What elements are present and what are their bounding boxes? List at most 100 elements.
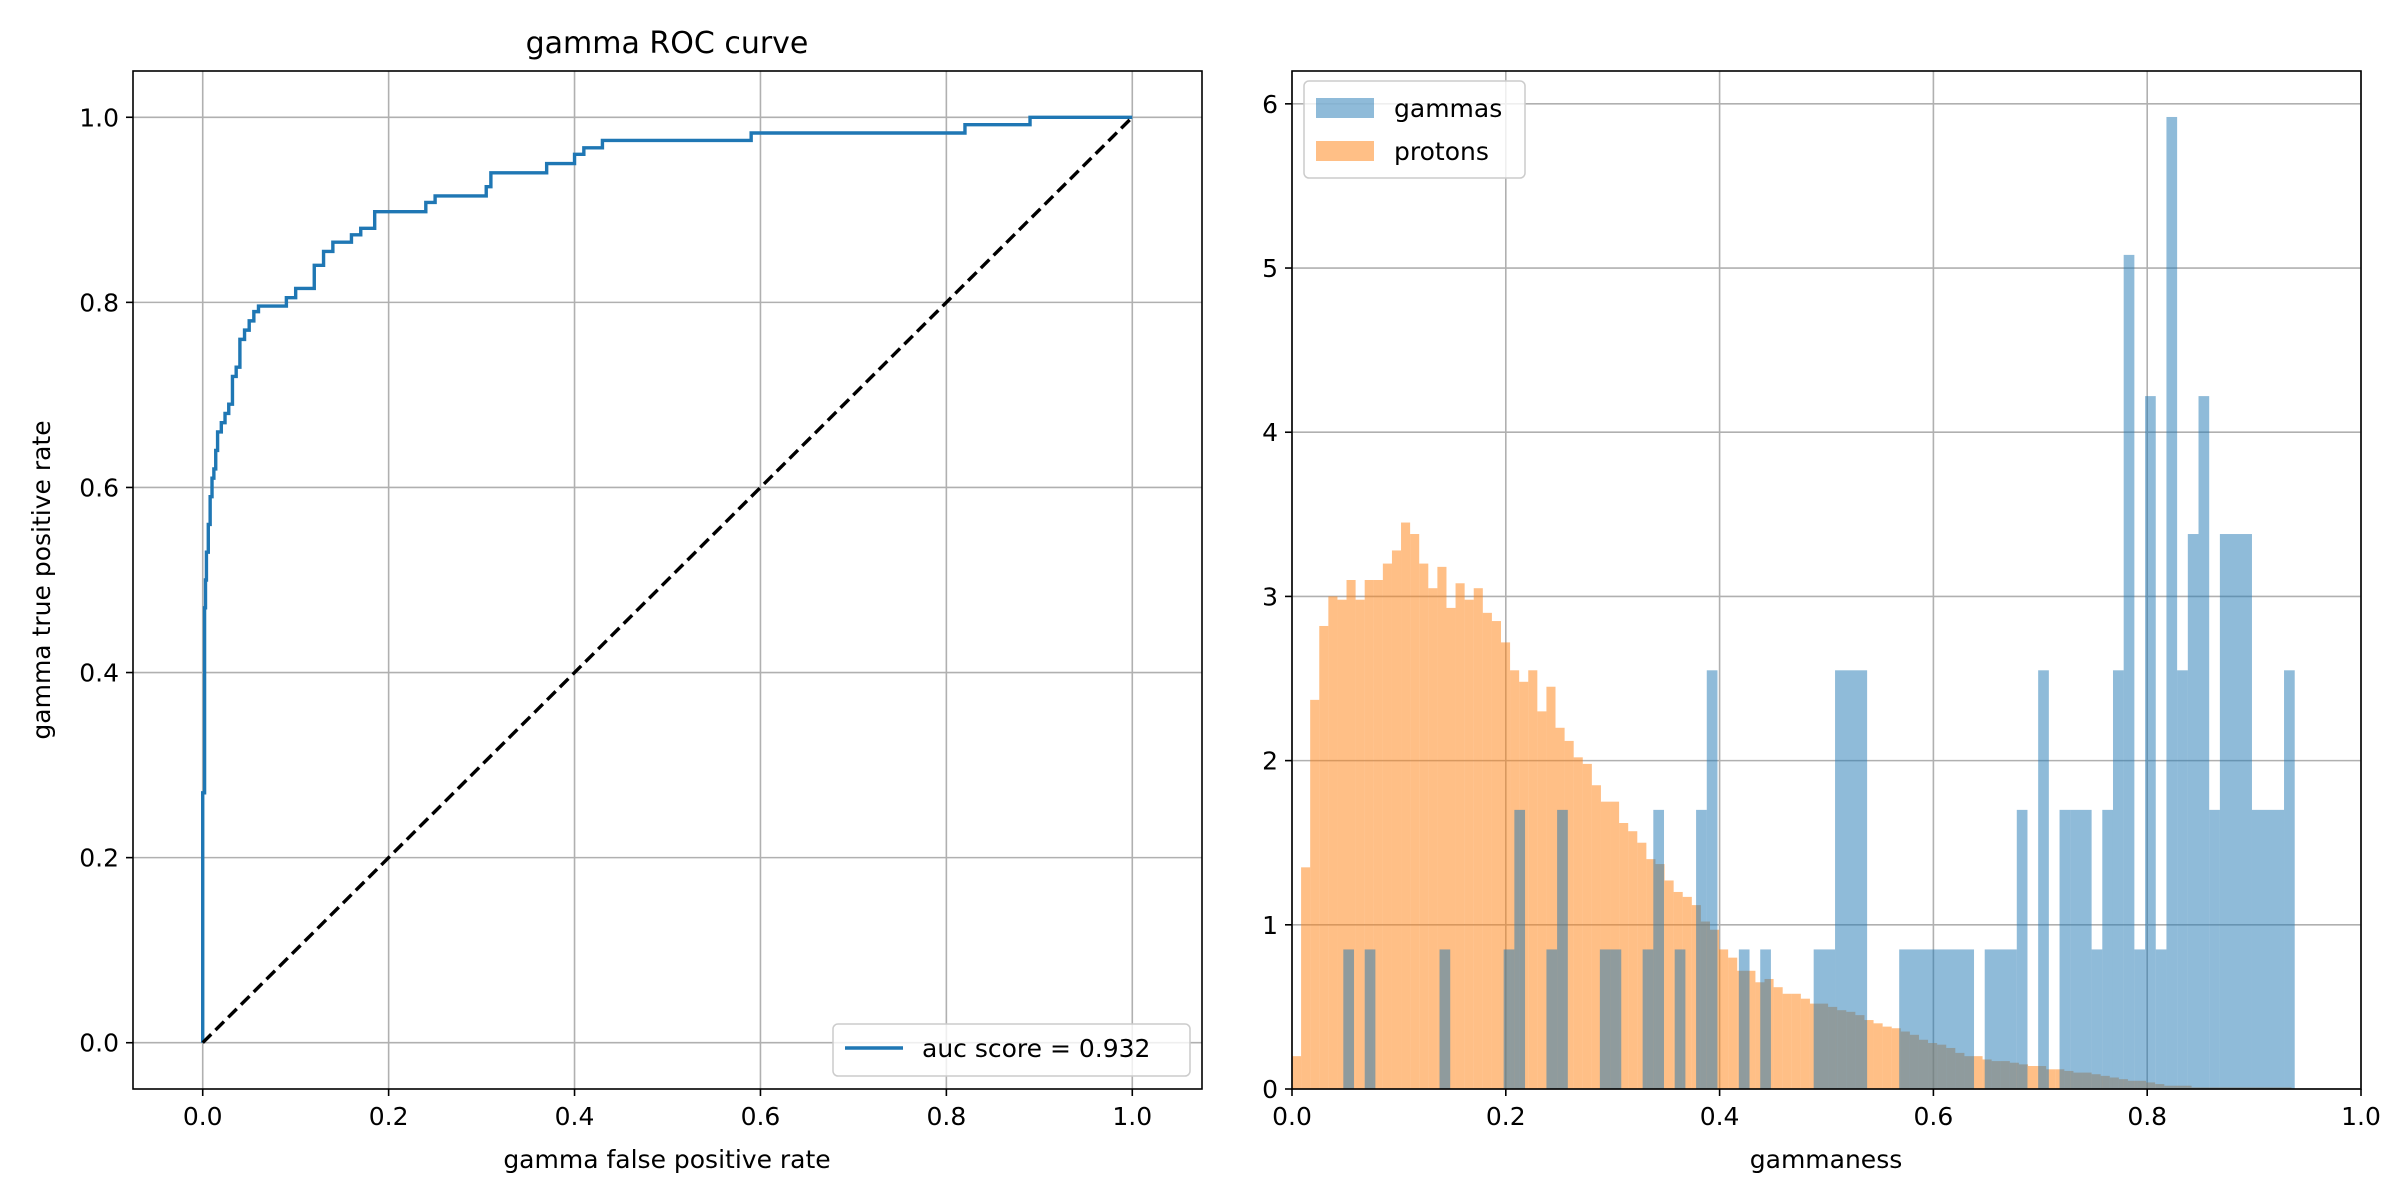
- roc-x-tick-label: 0.0: [183, 1102, 223, 1131]
- proton-histogram-bar: [1364, 580, 1374, 1089]
- roc-x-tick-label: 0.6: [741, 1102, 781, 1131]
- proton-histogram-bar: [1682, 896, 1692, 1089]
- proton-histogram-bar: [1582, 763, 1592, 1089]
- histogram-x-axis-label: gammaness: [1750, 1145, 1903, 1174]
- proton-histogram-bar: [1610, 801, 1620, 1089]
- gamma-histogram-bar: [1364, 949, 1376, 1089]
- proton-histogram-bar: [1337, 599, 1347, 1089]
- proton-histogram-bar: [1800, 998, 1810, 1089]
- roc-curve-line: [201, 115, 1133, 1043]
- histogram-legend: gammas protons: [1303, 80, 1526, 179]
- gammas-legend-label: gammas: [1394, 94, 1502, 123]
- gammaness-histogram-panel: 0.0 0.2 0.4 0.6 0.8 1.0 0 1 2 3 4 5 6 gammaness gamm…: [1262, 70, 2381, 1174]
- gamma-histogram-bar: [2145, 396, 2156, 1089]
- proton-histogram-bar: [1328, 596, 1338, 1089]
- proton-histogram-bar: [1728, 957, 1738, 1089]
- proton-histogram-bar: [1528, 670, 1538, 1089]
- roc-y-tick-label: 0.8: [79, 288, 119, 317]
- gamma-histogram-bar: [1546, 949, 1558, 1089]
- histogram-y-tick-label: 2: [1262, 747, 1278, 776]
- proton-histogram-bar: [1546, 686, 1556, 1089]
- histogram-plot-frame: [1291, 70, 2362, 1090]
- proton-histogram-bar: [1346, 580, 1356, 1089]
- roc-ticks: 0.0 0.2 0.4 0.6 0.8 1.0 0.0 0.2 0.4 0.6 0.8 1.0: [79, 103, 1152, 1131]
- gamma-histogram-bar: [1343, 949, 1355, 1089]
- protons-legend-label: protons: [1394, 137, 1489, 166]
- histogram-y-tick-label: 3: [1262, 582, 1278, 611]
- proton-histogram-bar: [2046, 1069, 2056, 1089]
- proton-histogram-bar: [1401, 522, 1411, 1089]
- proton-histogram-bar: [1637, 842, 1647, 1089]
- roc-x-tick-label: 0.2: [369, 1102, 409, 1131]
- proton-histogram-bar: [1755, 982, 1765, 1089]
- proton-histogram-bar: [2028, 1066, 2038, 1089]
- proton-histogram-bar: [1628, 831, 1638, 1089]
- proton-histogram-bar: [1864, 1020, 1874, 1089]
- gamma-histogram-bar: [2102, 809, 2113, 1089]
- gamma-histogram-bar: [1760, 949, 1771, 1089]
- proton-histogram-bar: [1482, 612, 1492, 1089]
- proton-histogram-bar: [1419, 563, 1429, 1089]
- proton-histogram-bar: [1410, 534, 1420, 1089]
- proton-histogram-bar: [1301, 867, 1311, 1089]
- gamma-histogram-bar: [2016, 809, 2028, 1089]
- gamma-histogram-bar: [1653, 809, 1665, 1089]
- gamma-histogram-bar: [1706, 670, 1718, 1089]
- gamma-histogram-bar: [2155, 949, 2167, 1089]
- proton-histogram-bar: [1473, 588, 1483, 1089]
- roc-y-tick-label: 0.4: [79, 659, 119, 688]
- proton-histogram-bar: [1719, 949, 1729, 1089]
- histogram-x-tick-label: 0.8: [2127, 1102, 2167, 1131]
- proton-histogram-bar: [1664, 880, 1674, 1089]
- histogram-y-tick-label: 5: [1262, 254, 1278, 283]
- proton-histogram-bar: [1373, 580, 1383, 1089]
- proton-histogram-bar: [1355, 599, 1365, 1089]
- gamma-histogram-bar: [1599, 949, 1611, 1089]
- gamma-histogram-bar: [2251, 809, 2285, 1089]
- proton-histogram-bar: [1491, 621, 1501, 1089]
- proton-histogram-bar: [1292, 1056, 1302, 1089]
- proton-histogram-bar: [1446, 607, 1456, 1089]
- gamma-histogram-bar: [2059, 809, 2071, 1089]
- proton-histogram-bar: [1600, 801, 1611, 1089]
- gamma-histogram-bar: [1642, 949, 1654, 1089]
- gamma-histogram-bar: [1696, 809, 1707, 1089]
- proton-histogram-bar: [1391, 550, 1402, 1089]
- histogram-y-tick-label: 6: [1262, 90, 1278, 119]
- gammas-legend-swatch: [1316, 98, 1374, 118]
- proton-histogram-bar: [1537, 711, 1547, 1089]
- gamma-histogram-bar: [1557, 809, 1568, 1089]
- roc-x-tick-label: 1.0: [1112, 1102, 1152, 1131]
- roc-plot-frame: [132, 70, 1203, 1090]
- gamma-histogram-bar: [2123, 254, 2135, 1089]
- gamma-histogram-bar: [1514, 809, 1526, 1089]
- gamma-histogram-bar: [2219, 534, 2252, 1089]
- gamma-histogram-bar: [2284, 670, 2295, 1089]
- proton-histogram-bar: [1619, 823, 1629, 1089]
- gamma-histogram-bar: [1899, 949, 1975, 1089]
- gamma-histogram-bar: [2177, 670, 2188, 1089]
- proton-histogram-bar: [1891, 1028, 1901, 1089]
- proton-histogram-bar: [1437, 566, 1447, 1089]
- gamma-histogram-bars: [1343, 116, 2295, 1090]
- protons-legend-swatch: [1316, 141, 1374, 161]
- histogram-y-tick-label: 0: [1262, 1075, 1278, 1104]
- histogram-x-tick-label: 0.6: [1914, 1102, 1954, 1131]
- roc-lines: [201, 115, 1134, 1044]
- gamma-histogram-bar: [1610, 949, 1622, 1089]
- histogram-ticks: 0.0 0.2 0.4 0.6 0.8 1.0 0 1 2 3 4 5 6: [1262, 90, 2381, 1131]
- proton-histogram-bar: [1591, 785, 1601, 1089]
- gamma-histogram-bar: [2198, 396, 2210, 1089]
- histogram-x-tick-label: 1.0: [2341, 1102, 2381, 1131]
- gamma-histogram-bar: [2112, 670, 2124, 1089]
- roc-chart-panel: 0.0 0.2 0.4 0.6 0.8 1.0 0.0 0.2 0.4 0.6 0.8 1.0 gam…: [27, 26, 1203, 1174]
- roc-x-axis-label: gamma false positive rate: [503, 1145, 830, 1174]
- gamma-histogram-bar: [2187, 534, 2199, 1089]
- roc-y-tick-label: 0.0: [79, 1029, 119, 1058]
- proton-histogram-bar: [1791, 993, 1801, 1089]
- proton-histogram-bar: [1464, 599, 1474, 1089]
- proton-histogram-bar: [1773, 987, 1783, 1089]
- gamma-histogram-bar: [2166, 116, 2178, 1090]
- roc-chance-diagonal-line: [201, 116, 1134, 1044]
